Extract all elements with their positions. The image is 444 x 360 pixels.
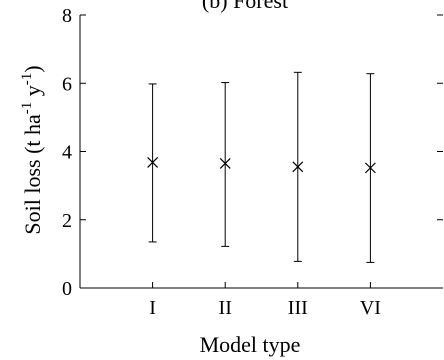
x-tick-label-II: II (219, 297, 232, 319)
y-axis-label-end: ) (20, 65, 45, 72)
marker-II-b (219, 158, 231, 169)
x-axis-label: Model type (200, 332, 301, 357)
y-axis-label-exp1: -1 (19, 102, 35, 115)
y-axis-label-mid: y (20, 85, 45, 102)
y-axis-label: Soil loss (t ha-1 y-1) (19, 65, 45, 234)
y-tick-label-4: 4 (62, 142, 72, 164)
x-tick-label-I: I (149, 297, 156, 319)
marker-III-b (292, 161, 304, 173)
marker-I-b (147, 156, 159, 168)
y-axis-label-exp2: -1 (19, 73, 35, 86)
chart-title: (b) Forest (202, 0, 288, 13)
x-tick-label-VI: VI (360, 297, 381, 319)
y-tick-label-0: 0 (62, 278, 72, 300)
y-axis-label-main: Soil loss (t ha (20, 114, 45, 235)
y-tick-label-6: 6 (62, 73, 72, 95)
marker-VI-b (364, 162, 376, 174)
y-tick-label-2: 2 (62, 210, 72, 232)
x-tick-label-III: III (288, 297, 308, 319)
y-tick-label-8: 8 (62, 5, 72, 27)
